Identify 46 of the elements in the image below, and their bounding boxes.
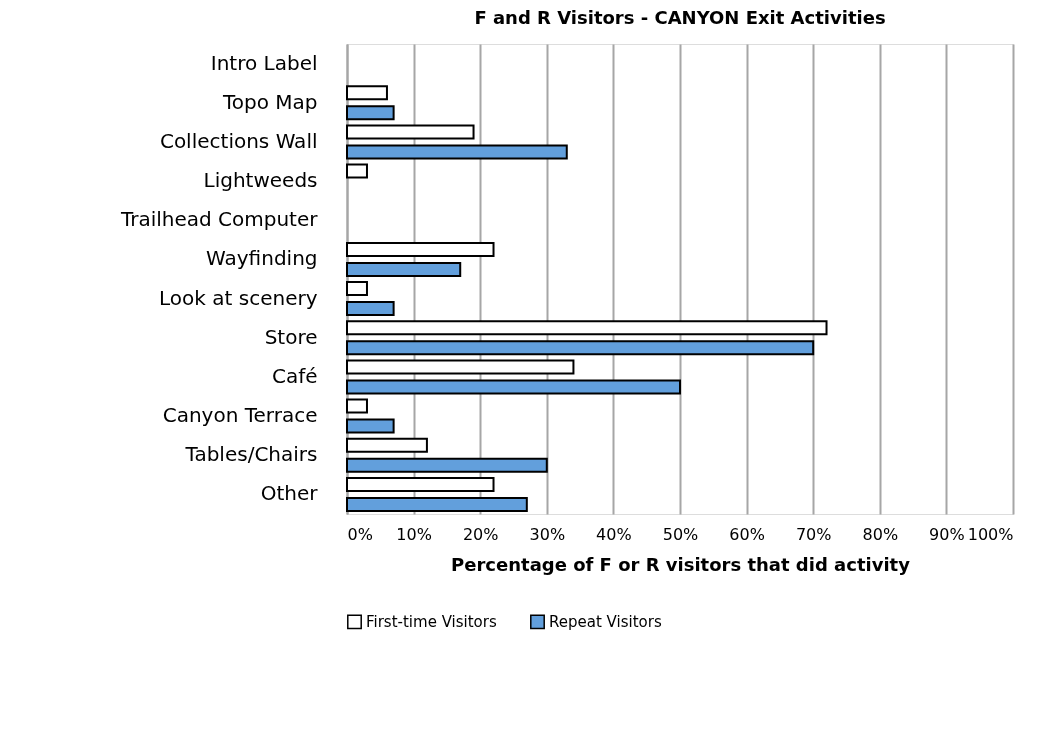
bar [346, 340, 815, 356]
bar [346, 457, 548, 473]
x-tick-label: 20% [462, 524, 499, 544]
y-tick-label: Wayfinding [206, 246, 318, 271]
bar [346, 261, 462, 277]
x-tick-label: 50% [662, 524, 699, 544]
y-tick-label: Lightweeds [203, 168, 318, 193]
y-tick-label: Look at scenery [159, 285, 318, 310]
bar [346, 241, 495, 257]
legend-label: First-time Visitors [366, 612, 497, 631]
bar [346, 85, 388, 101]
y-tick-label: Other [260, 481, 319, 506]
y-tick-label: Café [271, 363, 318, 388]
bar [346, 281, 368, 297]
bar [346, 496, 528, 512]
y-tick-label: Trailhead Computer [119, 207, 319, 232]
x-tick-label: 0% [347, 524, 373, 544]
y-tick-label: Canyon Terrace [162, 403, 318, 428]
x-tick-label: 100% [967, 524, 1014, 544]
x-tick-label: 70% [795, 524, 832, 544]
y-tick-label: Collections Wall [159, 128, 318, 153]
bar [346, 398, 368, 414]
bar [346, 437, 428, 453]
x-tick-label: 60% [729, 524, 765, 544]
bar [346, 144, 568, 160]
bar [346, 301, 395, 317]
bar [346, 359, 575, 375]
x-tick-label: 30% [529, 524, 566, 544]
bar [346, 105, 395, 121]
y-tick-label: Store [264, 324, 318, 349]
x-tick-label: 90% [929, 524, 965, 544]
x-tick-label: 80% [862, 524, 899, 544]
legend-label: Repeat Visitors [549, 612, 662, 631]
bar [346, 418, 395, 434]
bar [346, 124, 475, 140]
y-tick-label: Intro Label [210, 50, 318, 75]
x-axis-title: Percentage of F or R visitors that did activity [451, 553, 911, 575]
y-tick-label: Tables/Chairs [184, 442, 318, 467]
x-tick-label: 10% [396, 524, 432, 544]
x-tick-label: 40% [596, 524, 632, 544]
bar [346, 379, 681, 395]
bar [346, 320, 828, 336]
bar [346, 163, 368, 179]
y-tick-label: Topo Map [221, 89, 318, 114]
chart-title: F and R Visitors - CANYON Exit Activities [474, 7, 886, 28]
bar [346, 476, 495, 492]
